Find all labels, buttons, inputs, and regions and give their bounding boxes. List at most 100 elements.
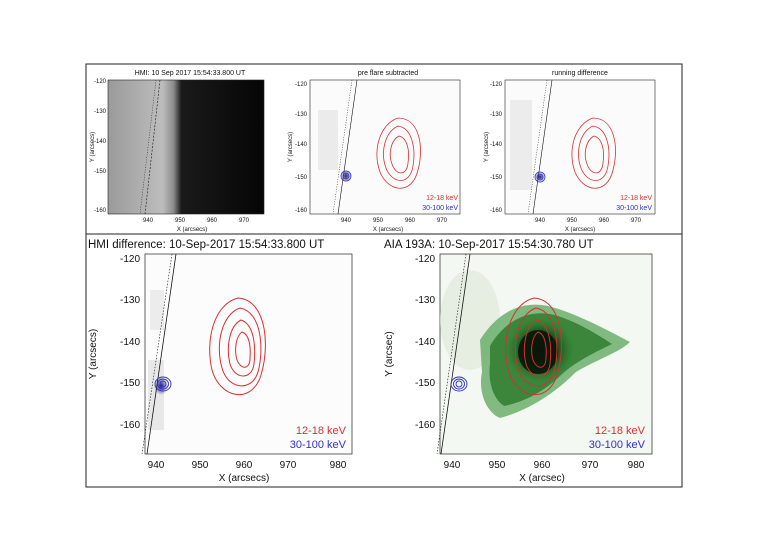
panel-title: HMI: 10 Sep 2017 15:54:33.800 UT <box>135 70 246 77</box>
limb-line <box>141 253 173 455</box>
ytick-label: -140 <box>120 337 140 348</box>
limb-line <box>332 79 353 215</box>
ytick-label: -150 <box>94 169 107 175</box>
red-contours <box>376 117 421 189</box>
limb-line <box>527 79 548 215</box>
top-panel-running-difference: running difference 12-18 keV 30-100 keV … <box>484 70 656 233</box>
noise-patch <box>148 360 164 430</box>
red-contours <box>505 297 562 395</box>
limb-line <box>337 79 358 215</box>
xtick-label: 950 <box>373 218 384 224</box>
xtick-label: 970 <box>631 218 642 224</box>
ytick-label: -150 <box>415 378 435 389</box>
ytick-label: -150 <box>295 175 308 181</box>
red-contours <box>571 117 616 189</box>
xtick-label: 940 <box>444 460 461 471</box>
bottom-panel-hmi-difference: HMI difference: 10-Sep-2017 15:54:33.800… <box>88 239 353 484</box>
axis-ylabel: Y (arcsecs) <box>88 329 99 379</box>
xtick-label: 970 <box>280 460 297 471</box>
ytick-label: -130 <box>120 295 140 306</box>
panel-title: HMI difference: 10-Sep-2017 15:54:33.800… <box>88 239 324 251</box>
axis-ylabel: Y (arcsecs) <box>484 132 490 162</box>
legend-blue: 30-100 keV <box>589 439 646 451</box>
noise-patch <box>318 110 338 170</box>
red-contours <box>209 297 266 395</box>
aia-core <box>518 330 558 374</box>
plot-frame <box>144 253 353 455</box>
xtick-label: 960 <box>599 218 610 224</box>
ytick-label: -130 <box>94 109 107 115</box>
top-panel-preflare: pre flare subtracted 12-18 keV 30-100 ke… <box>288 70 461 233</box>
ytick-label: -140 <box>295 142 308 148</box>
ytick-label: -140 <box>94 139 107 145</box>
axis-xlabel: X (arcsecs) <box>177 227 207 233</box>
legend-blue: 30-100 keV <box>616 205 652 212</box>
xtick-label: 970 <box>437 218 448 224</box>
ytick-label: -160 <box>295 208 308 214</box>
xtick-label: 960 <box>405 218 416 224</box>
axis-ylabel: Y (arcsec) <box>384 331 395 376</box>
ytick-label: -160 <box>490 208 503 214</box>
blue-contours <box>450 376 468 392</box>
panel-title: running difference <box>552 70 608 77</box>
legend-red: 12-18 keV <box>595 425 646 437</box>
xtick-label: 940 <box>535 218 546 224</box>
legend-red: 12-18 keV <box>426 195 458 202</box>
limb-line <box>146 253 177 455</box>
xtick-label: 940 <box>148 460 165 471</box>
noise-patch <box>510 100 532 190</box>
hxr-blob <box>535 172 545 182</box>
legend-blue: 30-100 keV <box>290 439 347 451</box>
blue-contours <box>340 170 352 182</box>
xtick-label: 940 <box>341 218 352 224</box>
legend-red: 12-18 keV <box>620 195 652 202</box>
blue-contours <box>534 171 546 183</box>
hxr-blob <box>341 170 351 182</box>
xtick-label: 950 <box>192 460 209 471</box>
limb-line <box>440 253 471 455</box>
ytick-label: -130 <box>415 295 435 306</box>
xtick-label: 970 <box>582 460 599 471</box>
ytick-label: -150 <box>120 378 140 389</box>
ytick-label: -160 <box>120 420 140 431</box>
axis-ylabel: Y (arcsecs) <box>288 132 294 162</box>
plot-frame <box>107 79 265 215</box>
xtick-label: 970 <box>239 218 250 224</box>
axis-xlabel: X (arcsec) <box>519 473 565 484</box>
blue-contours <box>154 376 172 392</box>
xtick-label: 950 <box>489 460 506 471</box>
top-panel-hmi: HMI: 10 Sep 2017 15:54:33.800 UT Y (arcs… <box>90 70 265 233</box>
ytick-label: -140 <box>415 337 435 348</box>
ytick-label: -130 <box>490 112 503 118</box>
ytick-label: -150 <box>490 175 503 181</box>
axis-xlabel: X (arcsecs) <box>373 227 403 233</box>
panel-title: pre flare subtracted <box>358 70 418 77</box>
ytick-label: -120 <box>415 254 435 265</box>
legend-red: 12-18 keV <box>296 425 347 437</box>
limb-line <box>532 79 553 215</box>
xtick-label: 960 <box>534 460 551 471</box>
legend-blue: 30-100 keV <box>422 205 458 212</box>
xtick-label: 950 <box>175 218 186 224</box>
ytick-label: -160 <box>94 208 107 214</box>
axis-ylabel: Y (arcsecs) <box>90 132 96 162</box>
limb-line <box>436 253 467 455</box>
panel-title: AIA 193A: 10-Sep-2017 15:54:30.780 UT <box>384 239 594 251</box>
xtick-label: 950 <box>567 218 578 224</box>
ytick-label: -160 <box>415 420 435 431</box>
xtick-label: 960 <box>207 218 218 224</box>
ytick-label: -120 <box>490 82 503 88</box>
ytick-label: -130 <box>295 112 308 118</box>
xtick-label: 960 <box>236 460 253 471</box>
bottom-panel-aia-193: AIA 193A: 10-Sep-2017 15:54:30.780 UT 12… <box>384 239 653 484</box>
axis-xlabel: X (arcsecs) <box>219 473 270 484</box>
noise-patch <box>150 290 164 330</box>
axis-xlabel: X (arcsecs) <box>565 227 595 233</box>
xtick-label: 980 <box>628 460 645 471</box>
ytick-label: -120 <box>94 79 107 85</box>
figure-frame <box>85 63 683 488</box>
ytick-label: -120 <box>120 254 140 265</box>
xtick-label: 940 <box>143 218 154 224</box>
ytick-label: -120 <box>295 82 308 88</box>
